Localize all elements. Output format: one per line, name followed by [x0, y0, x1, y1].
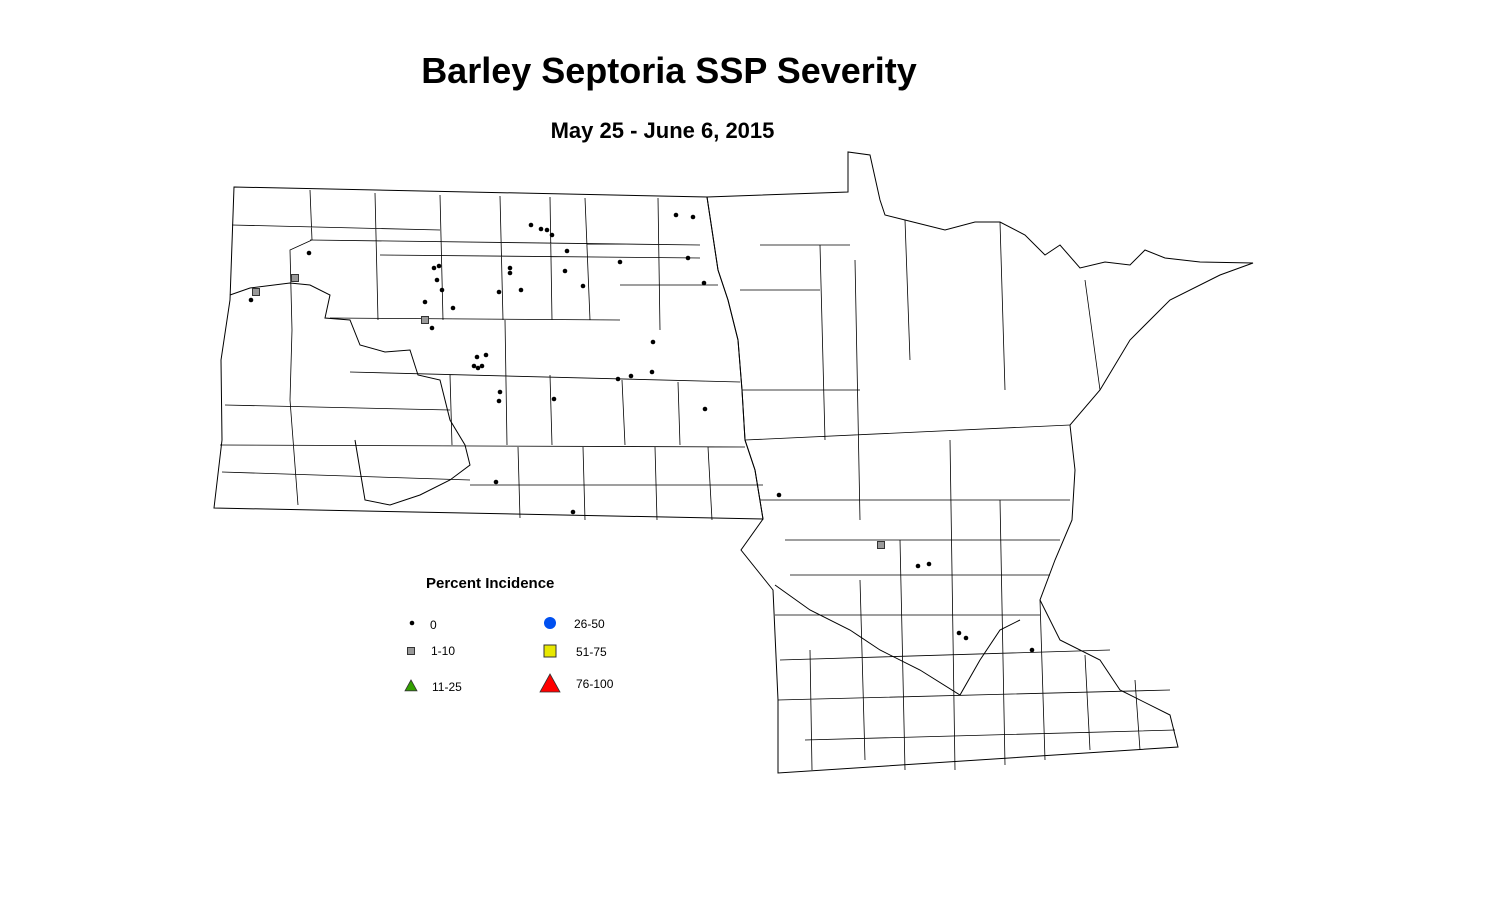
marker-0-percent	[496, 398, 502, 404]
legend-red-triangle-symbol	[539, 673, 561, 693]
legend-label-51-75: 51-75	[576, 645, 607, 659]
marker-0-percent	[471, 363, 477, 369]
marker-0-percent	[615, 376, 621, 382]
legend-label-0: 0	[430, 618, 437, 632]
marker-0-percent	[518, 287, 524, 293]
legend-symbols	[404, 617, 561, 693]
marker-0-percent	[926, 561, 932, 567]
marker-0-percent	[248, 297, 254, 303]
marker-0-percent	[551, 396, 557, 402]
observation-markers	[248, 212, 1035, 653]
marker-0-percent	[306, 250, 312, 256]
marker-0-percent	[474, 354, 480, 360]
marker-0-percent	[617, 259, 623, 265]
marker-0-percent	[544, 227, 550, 233]
map-subtitle: May 25 - June 6, 2015	[550, 118, 775, 143]
marker-0-percent	[649, 369, 655, 375]
legend-dot-symbol	[409, 620, 415, 626]
marker-0-percent	[650, 339, 656, 345]
marker-0-percent	[956, 630, 962, 636]
marker-0-percent	[538, 226, 544, 232]
marker-0-percent	[1029, 647, 1035, 653]
marker-0-percent	[475, 365, 481, 371]
marker-0-percent	[434, 277, 440, 283]
marker-0-percent	[439, 287, 445, 293]
marker-0-percent	[496, 289, 502, 295]
legend-gray-square-symbol	[407, 647, 415, 655]
marker-0-percent	[915, 563, 921, 569]
marker-0-percent	[702, 406, 708, 412]
marker-0-percent	[479, 363, 485, 369]
marker-0-percent	[528, 222, 534, 228]
legend-title: Percent Incidence	[426, 575, 555, 592]
marker-0-percent	[493, 479, 499, 485]
marker-0-percent	[580, 283, 586, 289]
legend-label-1-10: 1-10	[431, 644, 456, 658]
marker-1-10-percent	[877, 541, 885, 549]
legend-label-11-25: 11-25	[432, 680, 462, 694]
legend-green-triangle-symbol	[404, 679, 418, 692]
marker-0-percent	[436, 263, 442, 269]
marker-0-percent	[431, 265, 437, 271]
mn-river	[774, 584, 1021, 696]
marker-0-percent	[422, 299, 428, 305]
marker-0-percent	[483, 352, 489, 358]
marker-0-percent	[776, 492, 782, 498]
marker-0-percent	[963, 635, 969, 641]
marker-0-percent	[507, 270, 513, 276]
legend-blue-circle-symbol	[544, 617, 556, 629]
legend-yellow-square-symbol	[543, 644, 557, 658]
marker-0-percent	[685, 255, 691, 261]
marker-0-percent	[450, 305, 456, 311]
marker-0-percent	[628, 373, 634, 379]
marker-0-percent	[562, 268, 568, 274]
marker-0-percent	[570, 509, 576, 515]
marker-0-percent	[429, 325, 435, 331]
marker-1-10-percent	[252, 288, 260, 296]
north-dakota-outline	[213, 186, 764, 520]
marker-0-percent	[673, 212, 679, 218]
legend-label-76-100: 76-100	[576, 677, 614, 691]
marker-0-percent	[507, 265, 513, 271]
missouri-river	[229, 282, 471, 506]
marker-1-10-percent	[291, 274, 299, 282]
marker-0-percent	[497, 389, 503, 395]
legend-label-26-50: 26-50	[574, 617, 605, 631]
marker-0-percent	[690, 214, 696, 220]
marker-0-percent	[564, 248, 570, 254]
marker-0-percent	[701, 280, 707, 286]
marker-1-10-percent	[421, 316, 429, 324]
marker-0-percent	[549, 232, 555, 238]
map-title: Barley Septoria SSP Severity	[421, 50, 917, 91]
